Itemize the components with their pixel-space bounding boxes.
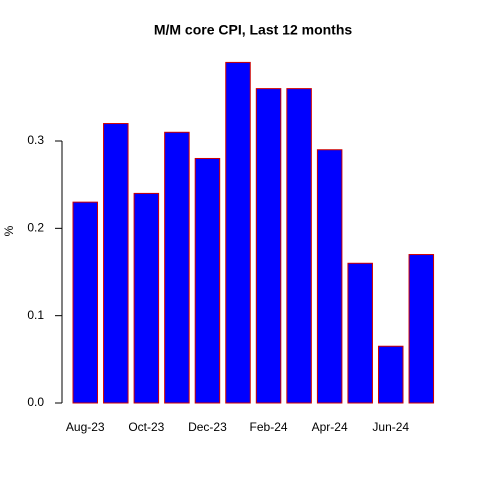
bar xyxy=(286,88,312,404)
y-tick-label: 0.2 xyxy=(27,221,44,235)
x-tick-label: Apr-24 xyxy=(312,420,348,434)
bar xyxy=(316,149,343,404)
y-tick-label: 0.0 xyxy=(27,395,44,409)
y-tick-label: 0.1 xyxy=(27,308,44,322)
x-tick-label: Oct-23 xyxy=(128,420,164,434)
bar xyxy=(255,88,282,404)
x-tick-label: Aug-23 xyxy=(66,420,105,434)
y-axis-label: % xyxy=(2,225,16,236)
bar xyxy=(72,201,98,404)
bar xyxy=(164,131,190,404)
x-tick-label: Feb-24 xyxy=(250,420,288,434)
bar xyxy=(378,345,404,404)
bar xyxy=(194,157,221,404)
x-tick-label: Dec-23 xyxy=(188,420,227,434)
x-tick-label: Jun-24 xyxy=(372,420,409,434)
bar xyxy=(103,123,129,404)
bar xyxy=(133,192,160,404)
bar xyxy=(347,262,373,404)
chart-title: M/M core CPI, Last 12 months xyxy=(154,22,353,38)
y-tick-label: 0.3 xyxy=(27,133,44,147)
bar xyxy=(408,254,435,404)
bar xyxy=(225,61,251,404)
